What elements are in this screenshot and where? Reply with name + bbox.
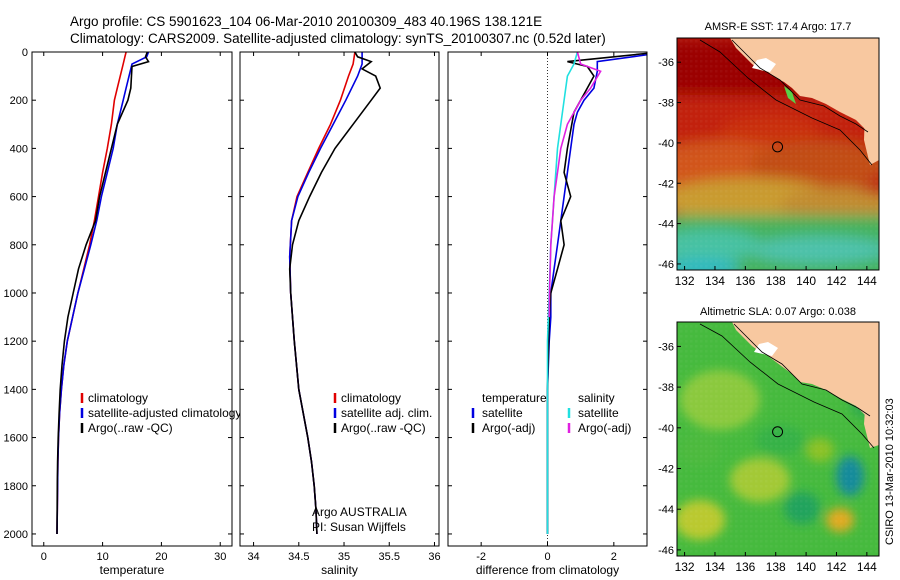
map-x-tick-label: 132 [675, 274, 695, 288]
header-line-1: Argo profile: CS 5901623_104 06-Mar-2010… [70, 14, 542, 29]
map-x-tick-label: 144 [857, 274, 877, 288]
x-axis-label: temperature [100, 563, 165, 577]
x-tick-label: 20 [155, 551, 167, 563]
sla-map-title: Altimetric SLA: 0.07 Argo: 0.038 [700, 306, 856, 318]
panel-annotation: Argo AUSTRALIA [312, 505, 407, 519]
sst-map-frame [676, 37, 880, 271]
y-tick-label: 1400 [4, 384, 28, 396]
map-x-tick-label: 140 [796, 274, 816, 288]
x-tick-label: 30 [214, 551, 226, 563]
map-y-tick-label: -44 [658, 219, 674, 231]
plot-area [240, 52, 439, 546]
map-x-tick-label: 134 [705, 274, 725, 288]
series-line-3 [288, 52, 382, 535]
legend: temperaturesatelliteArgo(-adj)salinitysa… [471, 391, 631, 435]
sst-map-title: AMSR-E SST: 17.4 Argo: 17.7 [705, 21, 852, 33]
x-tick-label: -2 [476, 551, 486, 563]
profile-panel-2: 34 34.5 35 35.5 36 salinity climatologysatelli… [239, 51, 441, 577]
map-x-tick-label: 132 [675, 560, 695, 574]
map-x-tick-label: 140 [796, 560, 816, 574]
map-y-tick-label: -38 [658, 98, 674, 110]
plot-area [32, 52, 232, 546]
map-y-tick-label: -42 [658, 178, 674, 190]
y-tick-label: 400 [10, 143, 28, 155]
map-y-tick-label: -46 [658, 545, 674, 557]
x-tick-label: 0 [544, 551, 550, 563]
map-y-tick-label: -46 [658, 259, 674, 271]
series-line-3 [546, 52, 579, 534]
x-tick-label: 10 [96, 551, 108, 563]
x-tick-label: 0 [41, 551, 47, 563]
x-tick-label: 34 [247, 551, 259, 563]
x-tick-label: 34.5 [288, 551, 309, 563]
map-y-tick-label: -38 [658, 382, 674, 394]
sla-map-panel: Altimetric SLA: 0.07 Argo: 0.038 [658, 306, 880, 574]
profile-panels: 0 10 20 30temperature0200400600800100012001… [4, 47, 648, 577]
series-line-4 [548, 52, 602, 318]
legend-group-title: temperature [482, 391, 547, 405]
y-tick-label: 1800 [4, 481, 28, 493]
plot-frame [31, 51, 233, 547]
profile-panel-1: 0 10 20 30 temperature 0 200 400 600 800 1000 1200 1… [4, 47, 242, 577]
legend-label: Argo(..raw -QC) [88, 421, 173, 435]
x-tick-label: 35.5 [379, 551, 400, 563]
map-x-tick-label: 136 [735, 560, 755, 574]
sla-argo-marker [772, 426, 784, 438]
legend-label: satellite-adjusted climatology [88, 406, 241, 420]
sla-map-axes: 132 134 136 138 140 142 144 -36 -38 -40 -42 -44 -46 [658, 341, 877, 574]
x-axis-label: salinity [321, 563, 358, 577]
legend-label: Argo(-adj) [578, 421, 631, 435]
x-tick-label: 2 [611, 551, 617, 563]
y-tick-label: 1600 [4, 433, 28, 445]
map-x-tick-label: 138 [766, 274, 786, 288]
map-y-tick-label: -42 [658, 464, 674, 476]
map-y-tick-label: -44 [658, 504, 674, 516]
sst-argo-marker [772, 141, 784, 153]
panel-annotation: PI: Susan Wijffels [312, 520, 406, 534]
sla-map-frame [676, 321, 880, 557]
y-tick-label: 1200 [4, 336, 28, 348]
legend-label: climatology [88, 391, 148, 405]
map-y-tick-label: -40 [658, 138, 674, 150]
y-tick-label: 200 [10, 95, 28, 107]
map-x-tick-label: 134 [705, 560, 725, 574]
y-tick-label: 0 [22, 47, 28, 59]
legend-label: satellite [578, 406, 619, 420]
x-tick-label: 36 [428, 551, 440, 563]
legend-label: satellite adj. clim. [341, 406, 432, 420]
series-line-3 [56, 52, 150, 535]
map-y-tick-label: -36 [658, 57, 674, 69]
x-tick-label: 35 [338, 551, 350, 563]
plot-frame [239, 51, 440, 547]
y-tick-label: 1000 [4, 288, 28, 300]
y-tick-label: 800 [10, 240, 28, 252]
side-credit: CSIRO 13-Mar-2010 10:32:03 [884, 398, 896, 545]
y-tick-label: 600 [10, 192, 28, 204]
legend-label: satellite [482, 406, 523, 420]
sst-map-axes: 132 134 136 138 140 142 144 -36 -38 -40 -42 -44 -46 [658, 57, 877, 288]
legend-label: Argo(-adj) [482, 421, 535, 435]
map-x-tick-label: 142 [826, 274, 846, 288]
map-y-tick-label: -40 [658, 423, 674, 435]
map-x-tick-label: 142 [826, 560, 846, 574]
map-x-tick-label: 144 [857, 560, 877, 574]
legend-label: Argo(..raw -QC) [341, 421, 426, 435]
map-x-tick-label: 136 [735, 274, 755, 288]
legend-label: climatology [341, 391, 401, 405]
y-tick-label: 2000 [4, 529, 28, 541]
x-axis-label: difference from climatology [476, 563, 619, 577]
header-line-2: Climatology: CARS2009. Satellite-adjuste… [70, 31, 606, 46]
map-x-tick-label: 138 [766, 560, 786, 574]
map-y-tick-label: -36 [658, 341, 674, 353]
legend-group-title: salinity [578, 391, 615, 405]
sst-map-panel: AMSR-E SST: 17.4 Argo: 17.7 [658, 21, 880, 288]
